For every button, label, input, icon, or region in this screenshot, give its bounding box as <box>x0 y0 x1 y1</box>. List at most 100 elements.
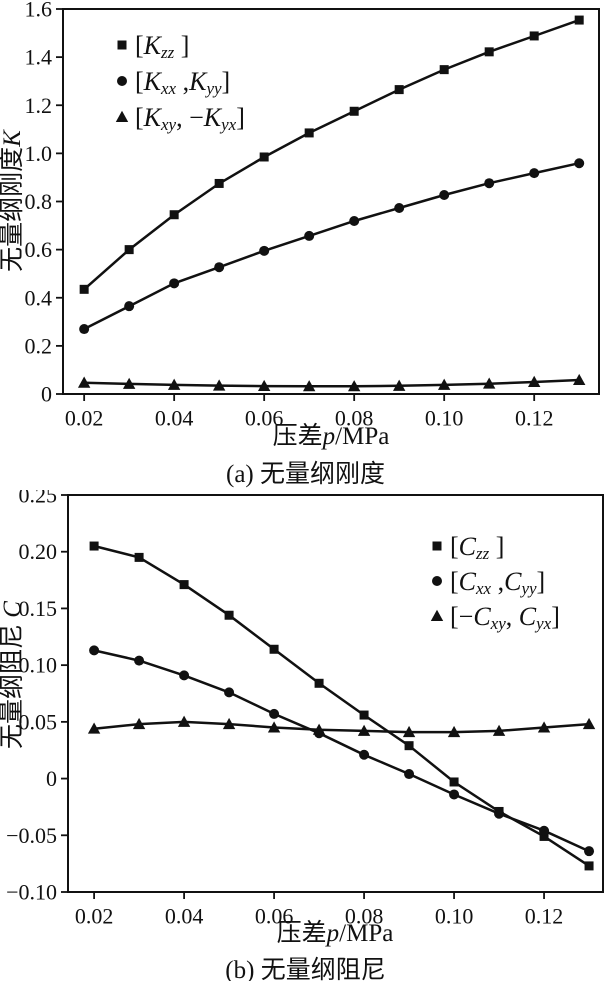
series-2-marker-triangle <box>347 380 361 392</box>
series-1-marker-circle <box>529 168 540 179</box>
series-1-marker-circle <box>449 789 460 800</box>
legend-marker-triangle <box>115 110 129 122</box>
x-axis-label: 压差p/MPa <box>277 919 394 947</box>
series-0-marker-square <box>449 777 459 787</box>
series-1-marker-circle <box>539 825 550 836</box>
series-2-marker-triangle <box>537 721 551 733</box>
y-axis-label: 无量纲刚度K <box>0 129 26 272</box>
series-line-2 <box>93 720 590 734</box>
series-2-marker-triangle <box>572 373 586 386</box>
series-2-marker-triangle <box>77 376 91 388</box>
series-2-marker-triangle <box>582 717 596 730</box>
series-2-marker-triangle <box>212 379 226 391</box>
y-axis-label: 无量纲阻尼 C <box>0 601 26 749</box>
legend-marker-square <box>117 40 127 50</box>
series-1-marker-circle <box>224 687 235 698</box>
series-2-marker-triangle <box>357 724 371 736</box>
series-1-marker-circle <box>269 708 280 719</box>
series-2-marker-triangle <box>257 379 271 392</box>
series-2-marker-triangle <box>167 378 181 390</box>
y-tick-label: 0.20 <box>19 539 58 564</box>
x-tick-label: 0.08 <box>345 904 384 929</box>
y-tick-label: −0.05 <box>6 823 57 848</box>
series-0-marker-square <box>304 128 314 138</box>
legend-label: [Kxy, −Kyx] <box>135 103 245 134</box>
x-tick-label: 0.06 <box>245 406 284 431</box>
y-tick-label: 0.25 <box>19 490 58 508</box>
legend-marker-circle <box>432 576 442 586</box>
x-tick-label: 0.06 <box>255 904 294 929</box>
series-0-marker-square <box>584 861 594 871</box>
series-0-marker-square <box>359 710 369 720</box>
caption-b: (b) 无量纲阻尼 <box>225 957 386 981</box>
series-0-marker-square <box>224 610 234 620</box>
y-tick-label: 0.10 <box>19 653 58 678</box>
series-1-marker-circle <box>89 645 100 656</box>
series-1-marker-circle <box>494 808 505 819</box>
x-axis-label: 压差p/MPa <box>273 422 390 450</box>
y-tick-label: 0.15 <box>19 596 58 621</box>
series-line-1 <box>93 649 590 853</box>
series-0-marker-square <box>259 152 269 162</box>
series-2-marker-triangle <box>177 715 191 727</box>
y-tick-label: 0 <box>41 382 52 407</box>
series-0-marker-square <box>349 106 359 116</box>
series-2-marker-triangle <box>492 724 506 736</box>
series-0-marker-square <box>79 284 89 294</box>
legend-label: [Kzz ] <box>135 31 189 62</box>
x-tick-label: 0.04 <box>165 904 204 929</box>
legend-marker-square <box>432 541 442 551</box>
y-tick-label: 0.8 <box>25 189 53 214</box>
damping-chart: −0.10 −0.05 0 0.05 0.10 0.15 0.20 0.25 0.02 0.04 0… <box>0 490 604 947</box>
y-tick-label: 0 <box>46 766 57 791</box>
series-2-marker-triangle <box>267 721 281 733</box>
series-1-marker-circle <box>304 230 315 241</box>
y-tick-label: 1.6 <box>25 0 53 22</box>
plot-border <box>67 494 604 893</box>
series-2-marker-triangle <box>392 379 406 391</box>
series-1-marker-circle <box>359 749 370 760</box>
caption-a: (a) 无量纲刚度 <box>226 461 385 488</box>
series-1-marker-circle <box>79 324 90 335</box>
series-0-marker-square <box>169 210 179 220</box>
series-0-marker-square <box>89 541 99 551</box>
x-tick-label: 0.08 <box>335 406 374 431</box>
y-tick-label: −0.10 <box>6 880 57 905</box>
series-0-marker-square <box>134 552 144 562</box>
series-0-marker-square <box>314 678 324 688</box>
series-0-marker-square <box>179 580 189 590</box>
series-0-marker-square <box>574 15 584 25</box>
x-tick-label: 0.02 <box>65 406 104 431</box>
series-2-marker-triangle <box>87 722 101 734</box>
series-line-1 <box>83 161 580 331</box>
y-tick-label: 0.6 <box>25 237 53 262</box>
x-tick-label: 0.12 <box>515 406 554 431</box>
series-2-marker-triangle <box>527 375 541 387</box>
series-1-marker-circle <box>394 202 405 213</box>
series-2-marker-triangle <box>437 378 451 390</box>
series-1-marker-circle <box>404 769 415 780</box>
series-0-marker-square <box>269 644 279 654</box>
series-2-marker-triangle <box>132 717 146 730</box>
y-tick-label: 1.0 <box>25 141 53 166</box>
series-1-marker-circle <box>214 262 225 273</box>
series-1-marker-circle <box>349 215 360 226</box>
x-tick-label: 0.10 <box>435 904 474 929</box>
legend-label: [Cxx ,Cyy] <box>450 567 545 598</box>
y-tick-label: 1.4 <box>25 45 53 70</box>
series-0-marker-square <box>529 31 539 41</box>
x-tick-label: 0.02 <box>75 904 114 929</box>
legend-marker-triangle <box>430 609 444 621</box>
y-tick-label: 1.2 <box>25 93 53 118</box>
series-1-marker-circle <box>484 178 495 189</box>
series-2-marker-triangle <box>302 380 316 392</box>
stiffness-chart: 0 0.2 0.4 0.6 0.8 1.0 1.2 1.4 1.6 0.02 0.04 0.06 0.0… <box>0 0 600 450</box>
series-1-marker-circle <box>259 245 270 256</box>
series-0-marker-square <box>439 65 449 75</box>
x-tick-label: 0.10 <box>425 406 464 431</box>
series-2-marker-triangle <box>222 717 236 730</box>
legend-label: [Czz ] <box>450 532 504 563</box>
series-0-marker-square <box>214 178 224 188</box>
series-2-marker-triangle <box>312 723 326 735</box>
